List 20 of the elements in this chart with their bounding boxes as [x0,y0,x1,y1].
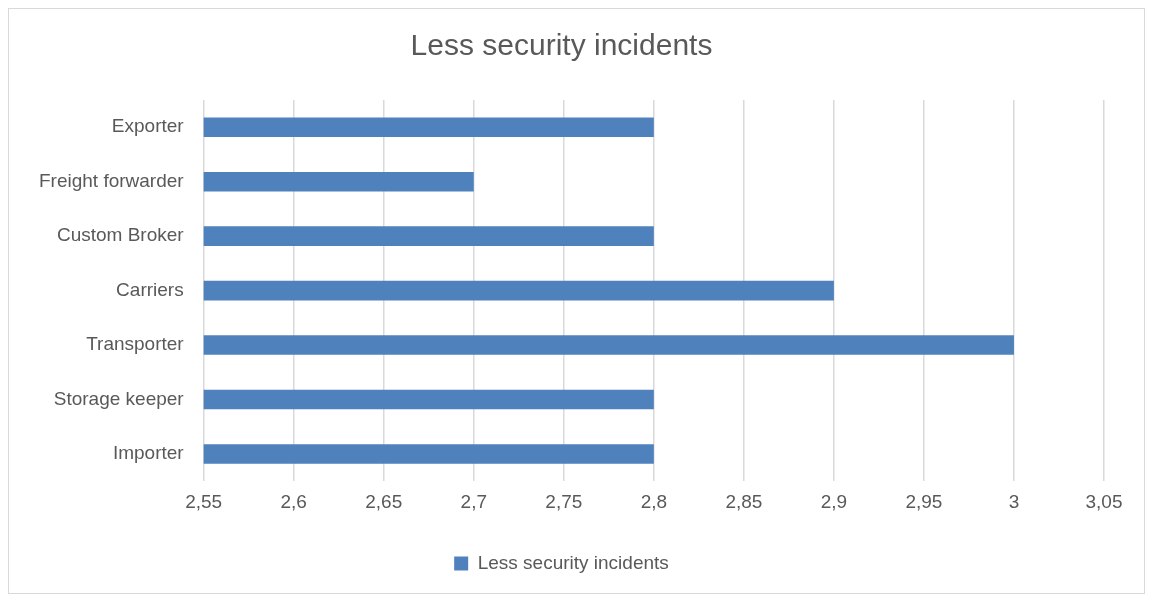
x-tick-label: 2,85 [725,490,763,512]
legend-label: Less security incidents [477,551,669,573]
y-tick-label: Carriers [116,278,184,300]
x-tick-label: 3 [1008,490,1020,512]
chart-title: Less security incidents [410,28,713,62]
x-tick-label: 2,75 [545,490,583,512]
x-tick-label: 2,95 [905,490,943,512]
y-tick-label: Transporter [86,333,185,355]
y-tick-label: Storage keeper [53,387,185,409]
x-tick-label: 2,6 [280,490,307,512]
x-tick-label: 2,65 [365,490,403,512]
x-tick-label: 2,55 [185,490,223,512]
x-tick-label: 2,9 [820,490,848,512]
x-tick-label: 2,8 [640,490,668,512]
y-tick-label: Freight forwarder [38,169,185,191]
y-tick-label: Exporter [111,115,185,137]
y-tick-label: Custom Broker [56,224,185,246]
x-tick-label: 3,05 [1085,490,1123,512]
x-tick-label: 2,7 [460,490,487,512]
y-tick-label: Importer [112,442,185,464]
